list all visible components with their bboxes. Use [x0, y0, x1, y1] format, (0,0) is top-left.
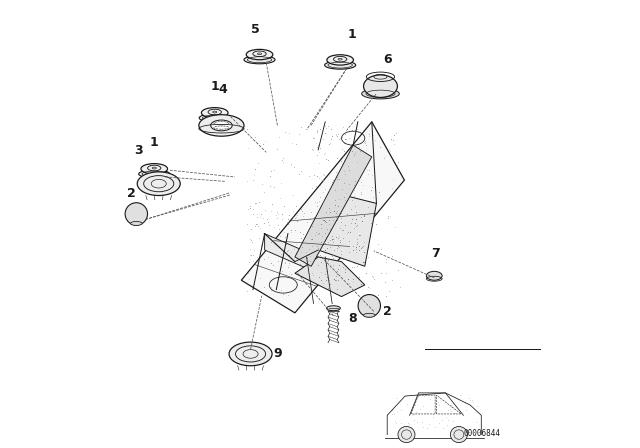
Polygon shape [318, 192, 376, 266]
Ellipse shape [244, 56, 275, 64]
Circle shape [125, 203, 148, 225]
Ellipse shape [202, 108, 228, 118]
Ellipse shape [246, 49, 273, 60]
Text: 1: 1 [348, 28, 356, 42]
Ellipse shape [141, 164, 168, 174]
Ellipse shape [451, 426, 467, 443]
Text: 6: 6 [383, 52, 392, 66]
Text: 1: 1 [211, 80, 219, 94]
Ellipse shape [364, 75, 397, 98]
Polygon shape [264, 234, 318, 273]
Ellipse shape [324, 61, 356, 69]
Ellipse shape [131, 221, 142, 225]
Ellipse shape [199, 115, 244, 136]
Ellipse shape [131, 216, 142, 220]
Ellipse shape [130, 219, 143, 223]
Text: 9: 9 [273, 347, 282, 361]
Polygon shape [295, 257, 365, 297]
Ellipse shape [327, 55, 353, 65]
Ellipse shape [426, 271, 442, 280]
Ellipse shape [364, 308, 375, 312]
Ellipse shape [139, 170, 170, 178]
Text: 2: 2 [383, 305, 392, 318]
Text: 8: 8 [348, 311, 356, 325]
Ellipse shape [398, 426, 415, 443]
Text: 3: 3 [134, 143, 143, 157]
Ellipse shape [326, 306, 340, 311]
Ellipse shape [362, 89, 399, 99]
Text: 2: 2 [127, 187, 136, 200]
Text: 00006844: 00006844 [463, 429, 500, 438]
Ellipse shape [229, 342, 272, 366]
Ellipse shape [137, 172, 180, 195]
Ellipse shape [211, 120, 232, 131]
Text: 4: 4 [218, 83, 227, 96]
Ellipse shape [199, 114, 230, 122]
Ellipse shape [363, 310, 376, 314]
Text: 7: 7 [431, 246, 440, 260]
Ellipse shape [364, 313, 375, 317]
Polygon shape [295, 145, 372, 266]
Circle shape [358, 295, 380, 317]
Text: 5: 5 [251, 22, 259, 36]
Polygon shape [241, 122, 404, 313]
Text: 1: 1 [150, 135, 159, 149]
